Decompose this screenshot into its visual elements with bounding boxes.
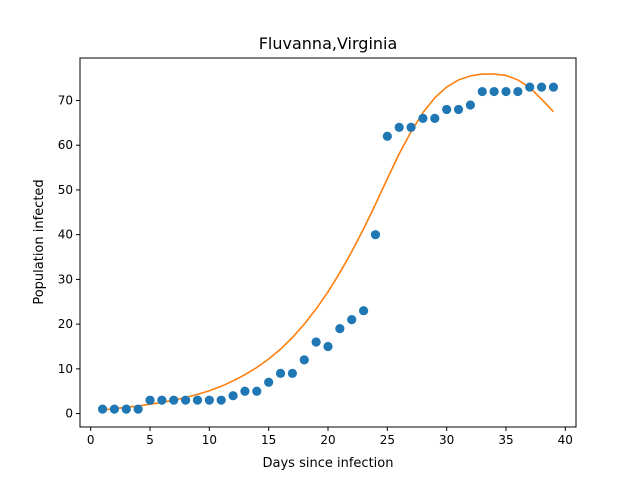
data-point [97, 404, 108, 414]
data-point [489, 86, 499, 97]
data-point [548, 82, 559, 92]
data-point [133, 404, 143, 414]
data-point [442, 104, 452, 115]
x-tick-label: 20 [320, 433, 335, 447]
data-point [370, 230, 381, 240]
y-tick-label: 60 [58, 138, 73, 152]
data-point [252, 386, 262, 396]
y-tick-label: 0 [65, 407, 73, 421]
data-point [287, 368, 298, 378]
data-point [157, 395, 167, 405]
data-point [453, 104, 464, 115]
y-tick-label: 40 [58, 228, 73, 242]
data-point [169, 395, 179, 405]
data-point [394, 122, 404, 132]
x-tick-label: 0 [87, 433, 95, 447]
data-point [525, 82, 535, 92]
data-point [501, 86, 511, 97]
data-point [204, 395, 214, 405]
data-point [465, 100, 475, 110]
plot-area [97, 73, 559, 414]
y-tick-label: 10 [58, 362, 73, 376]
data-point [275, 368, 286, 378]
data-point [418, 113, 428, 123]
data-point [240, 386, 250, 396]
x-tick-label: 30 [439, 433, 454, 447]
data-point [513, 86, 523, 97]
data-point [299, 355, 309, 365]
y-tick-label: 70 [58, 93, 73, 107]
chart-title: Fluvanna,Virginia [259, 34, 398, 53]
x-tick-label: 35 [498, 433, 513, 447]
x-tick-label: 40 [558, 433, 573, 447]
data-point [382, 131, 392, 141]
x-tick-label: 5 [146, 433, 154, 447]
data-point [536, 82, 547, 92]
data-point [430, 113, 440, 123]
data-point [406, 122, 416, 132]
x-tick-label: 15 [261, 433, 276, 447]
data-point [228, 391, 238, 401]
data-point [477, 86, 487, 97]
y-tick-label: 30 [58, 272, 73, 286]
x-tick-label: 10 [202, 433, 217, 447]
data-point [323, 341, 333, 352]
data-point [335, 324, 345, 334]
data-point [109, 404, 120, 414]
data-point [264, 377, 274, 387]
x-axis-label: Days since infection [263, 456, 394, 471]
data-point [216, 395, 226, 405]
x-tick-label: 25 [380, 433, 395, 447]
data-point [311, 337, 321, 347]
data-point [347, 315, 357, 325]
data-point [121, 404, 131, 414]
y-axis-label: Population infected [32, 179, 47, 304]
data-point [358, 306, 369, 316]
y-tick-label: 50 [58, 183, 73, 197]
data-point [181, 395, 191, 405]
data-point [145, 395, 155, 405]
y-tick-label: 20 [58, 317, 73, 331]
data-point [192, 395, 203, 405]
